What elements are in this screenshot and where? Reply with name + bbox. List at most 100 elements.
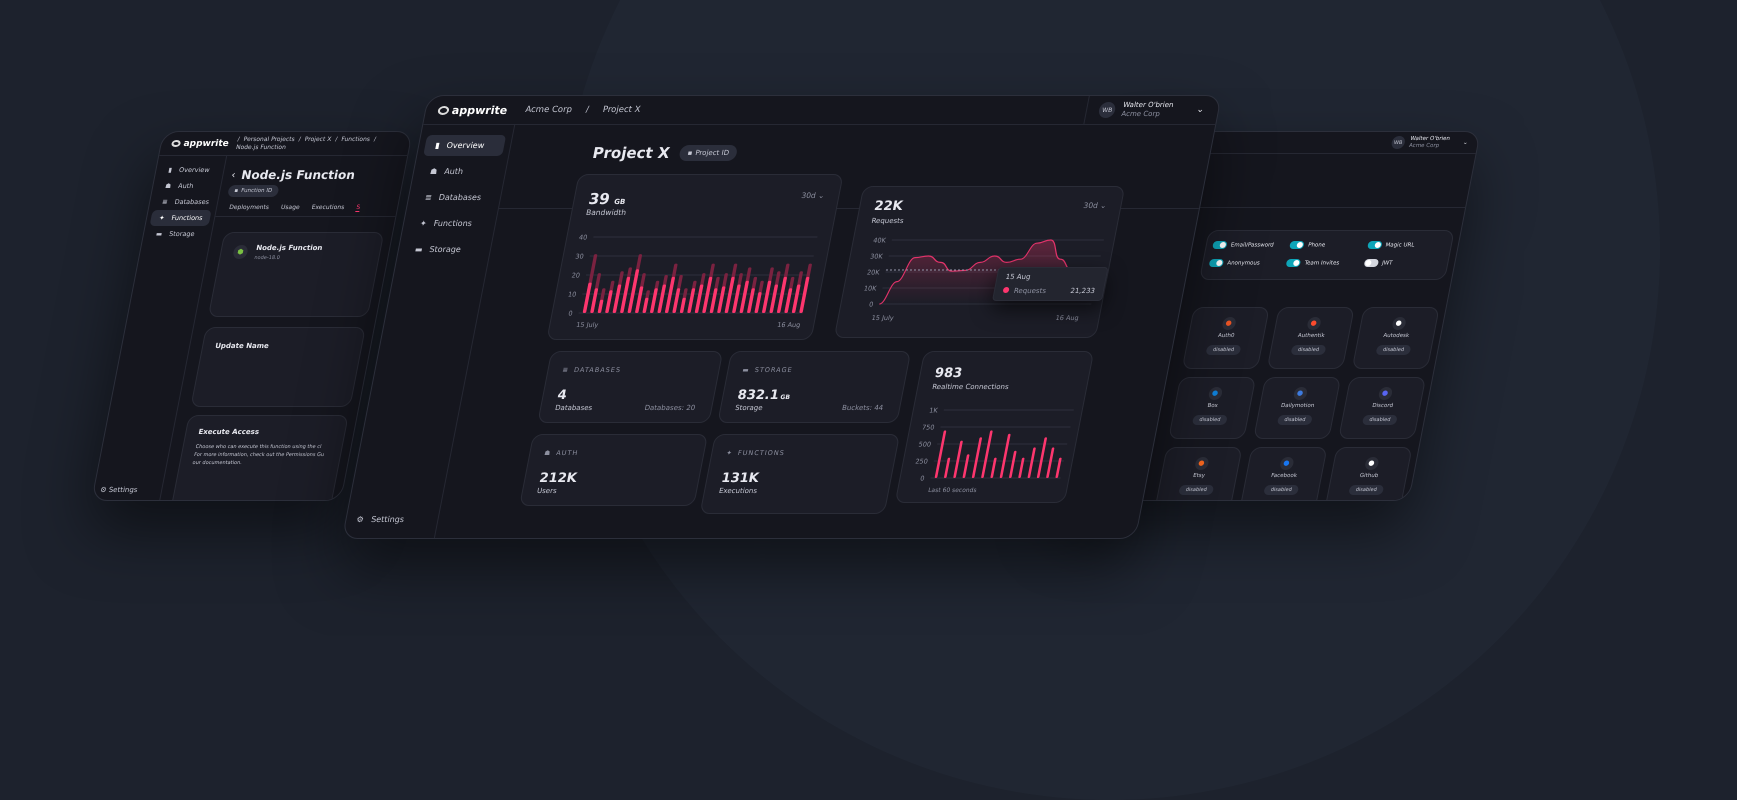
- function-id-badge[interactable]: ▪ Function ID: [227, 185, 280, 197]
- bar: [971, 437, 982, 478]
- auth-card[interactable]: ☗ AUTH 212K Users: [519, 434, 709, 506]
- bar: [934, 430, 947, 478]
- bar: [1046, 447, 1055, 479]
- breadcrumb-separator: /: [584, 105, 590, 115]
- tab-s[interactable]: S: [355, 204, 361, 212]
- status-badge: disabled: [1263, 485, 1299, 495]
- range-select[interactable]: 30d ⌄: [800, 191, 826, 200]
- sidebar-item-databases[interactable]: ≣ Databases: [424, 193, 482, 202]
- status-badge: disabled: [1290, 345, 1326, 355]
- provider-card-box[interactable]: ● Box disabled: [1168, 377, 1257, 439]
- toggle-switch[interactable]: [1366, 241, 1383, 249]
- toggle-email-password[interactable]: Email/Password: [1212, 241, 1291, 249]
- authentik-icon: ●: [1305, 317, 1322, 330]
- toggle-switch[interactable]: [1208, 259, 1225, 267]
- toggle-switch[interactable]: [1212, 241, 1228, 249]
- sidebar-item-databases[interactable]: ≣ Databases: [161, 198, 210, 206]
- nodejs-icon: ⬢: [232, 245, 249, 259]
- sidebar-item-storage[interactable]: ▬ Storage: [155, 230, 196, 238]
- project-id-badge[interactable]: ▪ Project ID: [678, 145, 739, 161]
- breadcrumb-separator: /: [298, 135, 302, 143]
- toggle-team-invites[interactable]: Team Invites: [1285, 259, 1365, 267]
- description-line: Choose who can execute this function usi…: [194, 444, 322, 450]
- tab-usage[interactable]: Usage: [280, 204, 301, 211]
- avatar[interactable]: WB: [1390, 136, 1406, 149]
- sidebar-item-auth[interactable]: ☗ Auth: [164, 182, 195, 190]
- databases-card[interactable]: ≣ DATABASES 4 Databases Databases: 20: [537, 351, 724, 423]
- back-icon[interactable]: ‹: [230, 169, 237, 181]
- sidebar-item-overview[interactable]: ▮ Overview: [423, 135, 507, 156]
- appwrite-logo: appwrite: [170, 139, 230, 149]
- bolt-icon: ✦: [419, 219, 428, 228]
- bolt-icon: ✦: [725, 449, 734, 457]
- provider-card-etsy[interactable]: ● Etsy disabled: [1154, 447, 1243, 501]
- bar-chart-icon: ▮: [434, 141, 441, 150]
- bar: [672, 288, 681, 313]
- y-tick-label: 0: [568, 310, 574, 318]
- storage-card[interactable]: ▬ STORAGE 832.1GB Storage Buckets: 44: [717, 351, 912, 423]
- breadcrumb-item[interactable]: Personal Projects: [242, 135, 296, 143]
- tab-executions[interactable]: Executions: [310, 204, 345, 211]
- toggle-anonymous[interactable]: Anonymous: [1208, 259, 1288, 267]
- sidebar-item-overview[interactable]: ▮ Overview: [167, 166, 211, 174]
- page-title: Project X: [590, 144, 672, 162]
- status-badge: disabled: [1362, 415, 1398, 425]
- sidebar-item-functions[interactable]: ✦ Functions: [149, 210, 212, 226]
- settings-link[interactable]: ⚙ Settings: [99, 486, 139, 494]
- y-tick-label: 500: [918, 441, 932, 449]
- x-axis-label: Last 60 seconds: [927, 487, 977, 494]
- toggle-magic-url[interactable]: Magic URL: [1366, 241, 1446, 249]
- y-tick-label: 750: [921, 424, 935, 432]
- settings-link[interactable]: ⚙ Settings: [355, 515, 405, 524]
- discord-icon: ●: [1377, 387, 1393, 400]
- provider-card-discord[interactable]: ● Discord disabled: [1338, 377, 1427, 439]
- folder-icon: ▬: [155, 230, 163, 238]
- bar: [962, 454, 970, 478]
- tab-deployments[interactable]: Deployments: [228, 204, 270, 211]
- bar: [784, 288, 793, 313]
- breadcrumb-item[interactable]: Functions: [340, 135, 371, 143]
- status-badge: disabled: [1375, 345, 1411, 355]
- toggle-switch[interactable]: [1285, 259, 1302, 267]
- dailymotion-icon: ●: [1292, 387, 1308, 400]
- provider-card-facebook[interactable]: ● Facebook disabled: [1239, 447, 1328, 501]
- users-icon: ☗: [543, 449, 553, 457]
- chevron-down-icon[interactable]: ⌄: [1462, 139, 1469, 146]
- breadcrumb-item[interactable]: Node.js Function: [235, 143, 287, 151]
- avatar[interactable]: WB: [1097, 102, 1117, 118]
- sidebar-item-auth[interactable]: ☗ Auth: [429, 167, 464, 176]
- range-select[interactable]: 30d ⌄: [1082, 201, 1108, 210]
- toggle-jwt[interactable]: JWT: [1363, 259, 1442, 267]
- user-menu[interactable]: WB Walter O'brien Acme Corp ⌄: [1083, 96, 1221, 124]
- toggle-switch[interactable]: [1363, 259, 1379, 267]
- breadcrumb-item[interactable]: Acme Corp: [524, 105, 573, 115]
- function-runtime: node-18.0: [253, 255, 281, 261]
- sidebar-item-storage[interactable]: ▬ Storage: [414, 245, 462, 254]
- bar-chart-icon: ▮: [167, 166, 173, 174]
- breadcrumb-separator: /: [236, 135, 241, 143]
- bar: [953, 440, 963, 478]
- y-tick-label: 40: [578, 234, 588, 242]
- functions-card[interactable]: ✦ FUNCTIONS 131K Executions: [699, 434, 901, 514]
- provider-card-github[interactable]: ● Github disabled: [1324, 447, 1413, 501]
- bar: [590, 288, 599, 313]
- bar: [679, 297, 686, 314]
- provider-card-authentik[interactable]: ● Authentik disabled: [1266, 307, 1355, 369]
- page-title: Node.js Function: [240, 168, 357, 182]
- status-badge: disabled: [1348, 485, 1384, 495]
- provider-card-auth0[interactable]: ● Auth0 disabled: [1181, 307, 1270, 369]
- bar: [747, 288, 755, 313]
- users-icon: ☗: [429, 167, 439, 176]
- toggle-phone[interactable]: Phone: [1289, 241, 1368, 249]
- provider-card-dailymotion[interactable]: ● Dailymotion disabled: [1253, 377, 1342, 439]
- bandwidth-card: 39 GB Bandwidth 30d ⌄ 0 10 20 30 40 15 July 16…: [546, 174, 844, 340]
- sidebar-item-functions[interactable]: ✦ Functions: [419, 219, 473, 228]
- breadcrumb-item[interactable]: Project X: [601, 105, 642, 115]
- provider-card-autodesk[interactable]: ● Autodesk disabled: [1351, 307, 1440, 369]
- toggle-switch[interactable]: [1289, 241, 1305, 249]
- chevron-down-icon[interactable]: ⌄: [1195, 105, 1206, 115]
- breadcrumb-separator: /: [334, 135, 339, 143]
- function-name: Node.js Function: [255, 244, 324, 252]
- breadcrumb-item[interactable]: Project X: [304, 135, 333, 143]
- auth-methods-card: Email/Password Phone Magic URL Anonymous Tea…: [1199, 230, 1455, 280]
